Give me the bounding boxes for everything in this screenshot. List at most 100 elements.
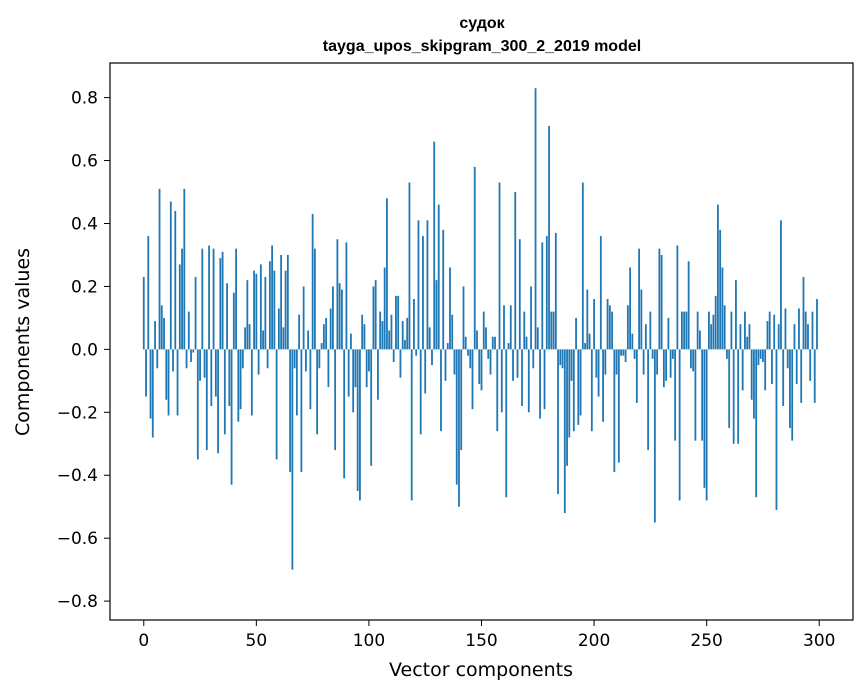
bar: [750, 349, 753, 400]
bar: [440, 349, 442, 432]
bar: [759, 349, 762, 359]
bar: [714, 295, 717, 350]
y-tick-label: −0.6: [57, 529, 98, 549]
bar: [156, 349, 159, 369]
bar: [523, 311, 526, 350]
bar: [462, 286, 465, 350]
bar: [237, 349, 240, 422]
y-tick-label: 0.2: [71, 277, 98, 297]
bars-group: [142, 88, 818, 570]
x-axis-ticks: 0 50 100 150 200 250 300: [138, 620, 835, 651]
bar: [361, 314, 364, 350]
bar: [780, 220, 782, 350]
bar: [390, 314, 393, 350]
bar: [584, 343, 586, 350]
bar: [726, 349, 728, 359]
bar: [291, 349, 294, 570]
bar: [809, 349, 812, 381]
bar: [154, 321, 156, 350]
bar: [199, 349, 201, 381]
bar: [653, 349, 656, 523]
bar: [543, 349, 546, 410]
bar: [692, 349, 695, 372]
bar: [802, 276, 805, 350]
bar: [581, 182, 584, 350]
bar: [530, 286, 532, 350]
bar: [665, 349, 668, 381]
bar: [739, 324, 742, 350]
bar: [507, 343, 510, 350]
y-tick-label: 0.4: [71, 214, 98, 234]
bar: [322, 324, 325, 350]
bar: [374, 280, 377, 350]
bar: [467, 349, 469, 356]
bar: [165, 349, 168, 400]
x-tick-label: 300: [803, 631, 835, 651]
bar: [807, 324, 809, 350]
bar: [167, 349, 170, 416]
bar: [622, 349, 625, 356]
bar: [613, 349, 616, 473]
bar: [678, 349, 681, 501]
bar: [795, 349, 798, 384]
bar: [264, 276, 267, 350]
bar: [363, 324, 366, 350]
bar: [721, 267, 724, 350]
bar: [410, 349, 413, 501]
bar: [525, 336, 528, 350]
bar: [442, 229, 445, 350]
bar: [219, 258, 222, 350]
bar: [728, 349, 731, 429]
bar: [268, 261, 271, 350]
bar: [491, 336, 494, 350]
bar: [811, 311, 814, 350]
bar: [178, 264, 181, 350]
bar: [392, 349, 395, 362]
y-tick-label: 0.0: [71, 340, 98, 360]
bar: [262, 330, 264, 350]
bar: [313, 248, 316, 350]
bar: [183, 188, 186, 350]
bar: [708, 311, 710, 350]
bar: [404, 339, 406, 350]
bar: [471, 349, 474, 410]
bar: [647, 349, 650, 451]
bar: [705, 349, 708, 501]
bar: [190, 349, 192, 362]
bar: [408, 182, 411, 350]
bar: [557, 349, 559, 495]
bar: [203, 349, 206, 378]
bar: [703, 349, 706, 488]
bar: [253, 270, 255, 350]
y-axis-ticks: −0.8 −0.6 −0.4 −0.2 0.0 0.2 0.4 0.6 0.8: [57, 89, 110, 612]
bar: [334, 349, 337, 451]
bar: [717, 204, 719, 350]
bar: [566, 349, 568, 466]
bar: [624, 349, 627, 362]
bar: [816, 299, 818, 350]
bar: [527, 349, 530, 413]
bar: [277, 308, 280, 350]
bar: [631, 333, 634, 350]
x-axis-label: Vector components: [389, 659, 573, 681]
bar: [784, 308, 787, 350]
bar: [289, 349, 292, 473]
bar: [599, 236, 602, 350]
bar: [741, 349, 744, 391]
bar: [680, 311, 683, 350]
bar: [671, 349, 674, 359]
bar: [669, 349, 672, 378]
y-tick-label: 0.6: [71, 152, 98, 172]
bar: [433, 141, 436, 350]
bar: [158, 188, 161, 350]
bar: [257, 349, 260, 375]
bar: [295, 349, 298, 416]
bar: [687, 261, 690, 350]
bar: [365, 349, 368, 388]
bar: [160, 305, 163, 350]
bar: [473, 166, 476, 350]
bar: [719, 229, 722, 350]
bar: [512, 349, 514, 381]
bar: [500, 349, 503, 413]
bar: [368, 349, 370, 372]
